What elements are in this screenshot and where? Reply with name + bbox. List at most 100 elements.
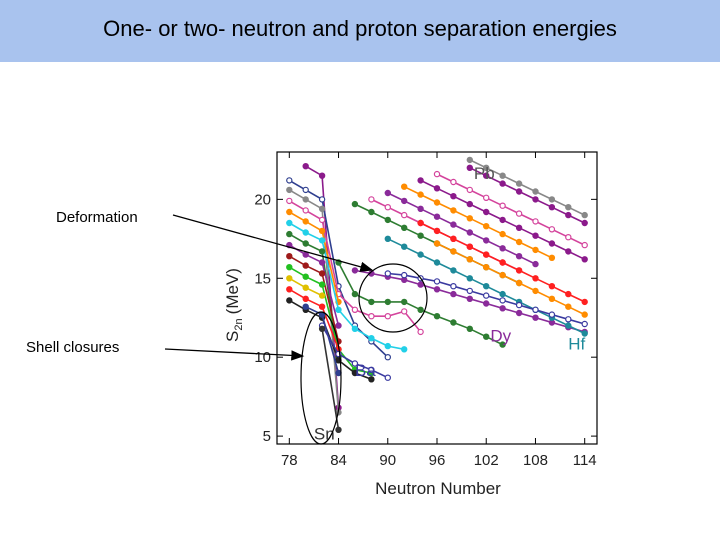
series-line (403, 185, 553, 259)
series-27 (417, 219, 588, 306)
data-point (466, 256, 473, 263)
data-point (450, 319, 457, 326)
series-20 (401, 183, 556, 261)
data-point (532, 260, 539, 268)
data-point (483, 251, 490, 258)
series-19 (384, 189, 539, 268)
series-5 (286, 219, 408, 353)
data-point (483, 222, 490, 230)
data-point (548, 254, 556, 261)
data-point (565, 303, 572, 310)
element-label: Dy (490, 326, 511, 345)
data-point (532, 218, 539, 225)
data-point (302, 186, 309, 194)
x-axis-label: Neutron Number (375, 479, 501, 498)
data-point (466, 156, 473, 164)
data-point (417, 306, 424, 313)
data-point (433, 170, 441, 178)
data-point (286, 177, 293, 184)
data-point (483, 264, 490, 271)
data-point (302, 162, 309, 170)
data-point (499, 305, 506, 312)
series-3 (286, 197, 424, 336)
data-point (318, 248, 326, 255)
data-point (499, 216, 506, 224)
data-point (499, 290, 506, 298)
data-point (450, 192, 457, 200)
data-point (302, 240, 309, 247)
data-point (401, 197, 408, 205)
element-label: Ba (355, 361, 376, 380)
data-point (581, 320, 588, 328)
data-point (286, 297, 293, 304)
data-point (384, 189, 391, 197)
data-point (532, 232, 539, 239)
data-point (483, 283, 490, 290)
data-point (581, 256, 588, 263)
shell-closures-label: Shell closures (26, 339, 120, 356)
data-point (417, 177, 424, 184)
data-point (499, 180, 506, 187)
data-point (401, 298, 408, 306)
series-15 (318, 325, 342, 433)
data-point (433, 213, 441, 220)
data-point (286, 219, 293, 227)
data-point (433, 313, 441, 320)
series-layer (286, 156, 588, 433)
data-point (417, 205, 424, 212)
data-point (384, 342, 391, 350)
data-point (302, 295, 309, 302)
data-point (384, 374, 391, 381)
data-point (466, 243, 473, 250)
x-tick-label: 84 (330, 452, 347, 469)
x-tick-label: 114 (573, 452, 597, 469)
series-line (288, 211, 340, 303)
data-point (515, 188, 523, 195)
data-point (483, 164, 490, 171)
page-title: One- or two- neutron and proton separati… (103, 16, 617, 41)
data-point (466, 325, 473, 332)
data-point (515, 180, 523, 187)
data-point (450, 283, 457, 290)
data-point (450, 267, 457, 274)
data-point (384, 313, 391, 320)
data-point (368, 366, 375, 373)
data-point (548, 283, 556, 290)
data-point (401, 271, 408, 279)
series-line (288, 179, 389, 358)
data-point (433, 227, 441, 235)
data-point (433, 199, 441, 206)
data-point (532, 306, 539, 313)
data-point (401, 183, 408, 190)
data-point (450, 221, 457, 228)
data-point (384, 235, 391, 242)
data-point (351, 267, 359, 274)
data-point (499, 259, 506, 266)
data-point (417, 251, 424, 258)
data-point (368, 313, 375, 320)
x-tick-label: 108 (523, 452, 548, 469)
data-point (384, 354, 391, 361)
data-point (450, 235, 457, 242)
x-tick-label: 102 (474, 452, 499, 469)
data-point (368, 196, 375, 203)
x-tick-label: 78 (281, 452, 298, 469)
data-point (532, 314, 539, 321)
data-point (581, 241, 588, 249)
series-line (436, 173, 586, 246)
data-point (286, 253, 293, 260)
data-point (401, 346, 408, 353)
series-25 (351, 267, 588, 336)
data-point (483, 292, 490, 299)
data-point (368, 298, 375, 306)
data-point (499, 230, 506, 238)
data-point (417, 219, 424, 227)
data-point (286, 208, 293, 216)
data-point (565, 211, 572, 219)
data-point (466, 229, 473, 236)
data-point (515, 309, 523, 317)
data-point (466, 215, 473, 222)
data-point (368, 208, 375, 216)
